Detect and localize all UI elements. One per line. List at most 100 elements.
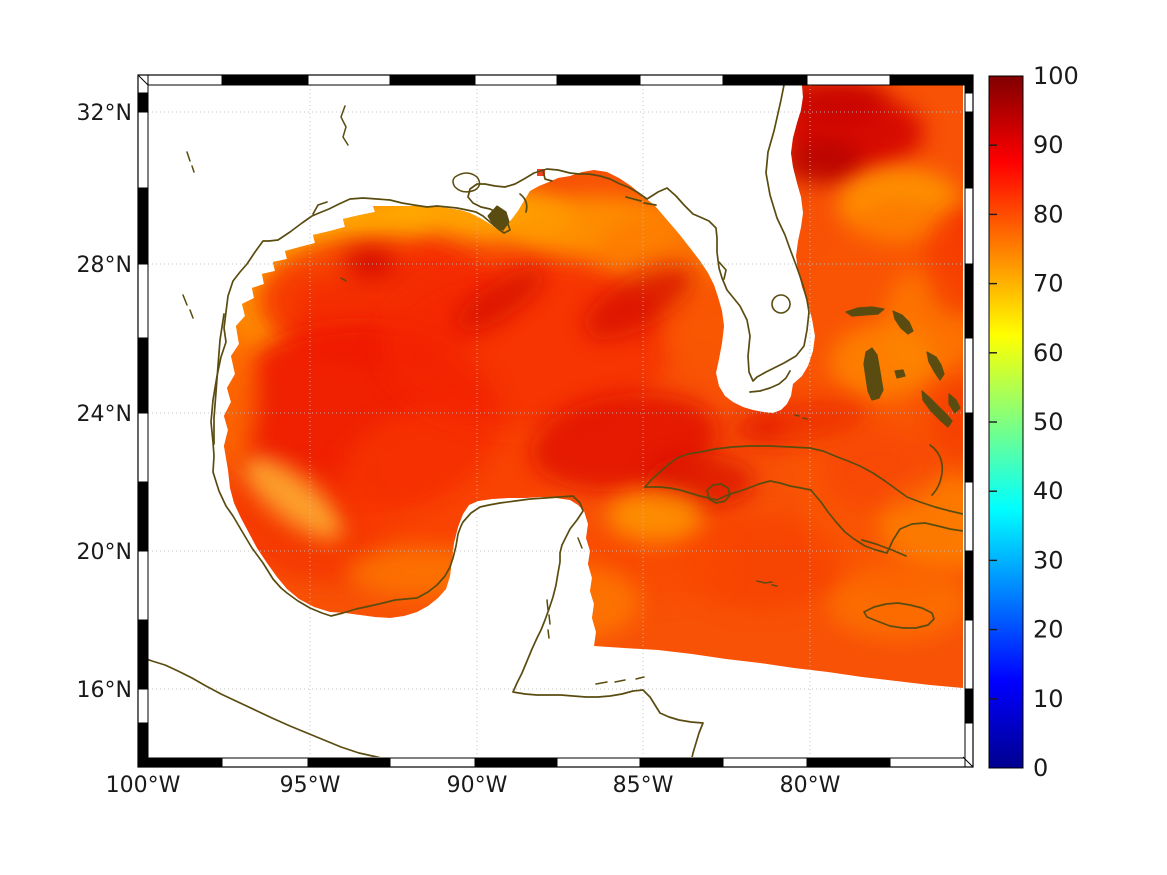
lake-okeechobee-outline — [771, 294, 791, 314]
coast-detail-mark — [548, 614, 551, 625]
frame-corner-bevel — [137, 756, 149, 768]
coast-detail-mark — [340, 277, 347, 282]
frame-segment-left — [137, 263, 149, 339]
lat-tick-label: 32°N — [77, 101, 132, 126]
frame-segment-left — [137, 92, 149, 113]
colorbar-tick-label: 10 — [1033, 685, 1064, 713]
coast-detail-mark — [635, 676, 645, 680]
coastline-path — [542, 169, 553, 182]
island-shape — [894, 369, 906, 379]
field-blob — [583, 264, 697, 340]
isolated-data-cell — [537, 169, 545, 176]
colorbar-tick-label: 0 — [1033, 754, 1048, 782]
frame-segment-right — [964, 187, 974, 265]
coastline-path — [718, 261, 727, 280]
colorbar-tick-label: 50 — [1033, 408, 1064, 436]
frame-segment-bottom — [806, 757, 891, 768]
island-shape — [948, 393, 961, 414]
frame-segment-top — [137, 74, 223, 86]
frame-segment-left — [137, 481, 149, 552]
field-blob — [607, 490, 703, 542]
coastline-path — [863, 602, 935, 629]
lon-tick-label: 100°W — [106, 773, 181, 798]
frame-segment-right — [964, 74, 974, 94]
coastline-path — [643, 202, 657, 206]
coast-detail-mark — [802, 417, 808, 420]
coast-detail-mark — [186, 151, 191, 162]
frame-segment-left — [137, 337, 149, 414]
coastline-path — [625, 196, 642, 202]
colorbar-tick-label: 20 — [1033, 616, 1064, 644]
coastline-path — [519, 193, 528, 213]
colorbar-tick-label: 100 — [1033, 62, 1079, 90]
axis-tick-labels: 32°N 28°N 24°N 20°N 16°N 100°W 95°W 90°W 85°W 80°… — [77, 101, 841, 798]
frame-segment-top — [556, 74, 641, 86]
coastline-path — [644, 480, 963, 554]
lon-tick-label: 90°W — [447, 773, 508, 798]
coastline-path — [929, 444, 944, 496]
coast-detail-mark — [595, 681, 608, 685]
frame-segment-bottom — [307, 757, 391, 768]
coast-detail-mark — [547, 629, 550, 639]
frame-segment-bottom — [221, 757, 309, 768]
map-frame-border — [137, 74, 974, 768]
lat-tick-label: 28°N — [77, 253, 132, 278]
coast-detail-mark — [614, 679, 626, 683]
coast-detail-mark — [452, 172, 481, 193]
frame-segment-left — [137, 722, 149, 768]
field-blob — [346, 546, 502, 598]
coastline-path — [148, 658, 381, 757]
frame-segment-right — [964, 550, 974, 621]
coastline-path — [861, 539, 907, 557]
field-blob — [660, 290, 780, 370]
frame-segment-left — [137, 550, 149, 621]
frame-segment-top — [221, 74, 309, 86]
frame-segment-top — [474, 74, 558, 86]
lat-tick-label: 16°N — [77, 678, 132, 703]
coast-detail-mark — [546, 599, 549, 611]
frame-corner-bevel — [962, 74, 974, 86]
frame-corner-bevel — [137, 74, 149, 86]
coast-detail-mark — [771, 584, 778, 587]
frame-segment-bottom — [556, 757, 641, 768]
coastline-path — [644, 445, 963, 515]
frame-corner-bevel — [962, 756, 974, 768]
coast-detail-mark — [340, 105, 349, 146]
coastline-path — [312, 201, 328, 215]
colorbar-tick-label: 80 — [1033, 200, 1064, 228]
lon-tick-label: 95°W — [280, 773, 341, 798]
frame-segment-top — [889, 74, 974, 86]
frame-segment-right — [964, 481, 974, 552]
colorbar-tick-label: 60 — [1033, 339, 1064, 367]
lat-tick-label: 24°N — [77, 402, 132, 427]
coast-detail-mark — [189, 309, 194, 319]
frame-segment-left — [137, 688, 149, 724]
lat-tick-label: 20°N — [77, 540, 132, 565]
field-blob — [780, 200, 963, 600]
colorbar-tick-label: 30 — [1033, 546, 1064, 574]
field-blob — [224, 317, 258, 467]
frame-segment-right — [964, 337, 974, 414]
coastline-path — [213, 313, 225, 445]
field-blob — [241, 455, 343, 539]
colorbar-tick-label: 70 — [1033, 270, 1064, 298]
lon-tick-label: 80°W — [780, 773, 841, 798]
coast-detail-mark — [191, 165, 195, 173]
frame-segment-bottom — [889, 757, 974, 768]
island-shape — [926, 351, 945, 381]
island-shape — [845, 306, 885, 317]
coastline-path — [210, 85, 810, 757]
frame-segment-bottom — [474, 757, 558, 768]
island-shape — [892, 310, 914, 335]
frame-segment-right — [964, 111, 974, 189]
island-shape — [921, 390, 953, 428]
frame-segment-bottom — [389, 757, 476, 768]
colorbar-tick-label: 40 — [1033, 477, 1064, 505]
frame-segment-left — [137, 412, 149, 483]
lon-tick-label: 85°W — [613, 773, 674, 798]
frame-segment-right — [964, 263, 974, 339]
island-shape — [487, 205, 510, 231]
coastline-path — [749, 370, 791, 393]
